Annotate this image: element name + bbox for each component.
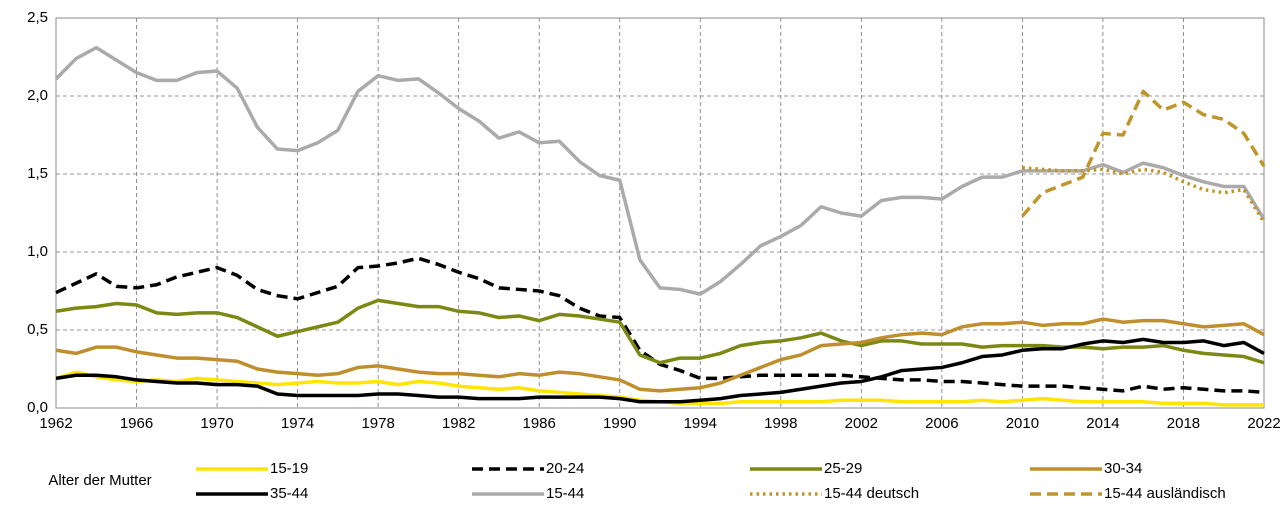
x-tick-label: 1986 xyxy=(523,415,556,432)
series-line xyxy=(55,337,1265,404)
legend-label: 15-44 deutsch xyxy=(824,485,919,502)
legend-title: Alter der Mutter xyxy=(48,472,151,489)
series-line xyxy=(1021,89,1266,218)
legend-label: 15-19 xyxy=(270,460,308,477)
y-tick-label: 1,0 xyxy=(27,243,48,260)
x-tick-label: 1966 xyxy=(120,415,153,432)
y-tick-label: 0,5 xyxy=(27,321,48,338)
y-tick-label: 0,0 xyxy=(27,399,48,416)
x-tick-label: 1978 xyxy=(361,415,394,432)
x-tick-label: 1962 xyxy=(39,415,72,432)
legend-label: 15-44 ausländisch xyxy=(1104,485,1226,502)
x-tick-label: 1970 xyxy=(200,415,233,432)
legend-label: 35-44 xyxy=(270,485,308,502)
y-tick-label: 2,0 xyxy=(27,87,48,104)
x-tick-label: 2002 xyxy=(845,415,878,432)
x-tick-label: 1998 xyxy=(764,415,797,432)
series-line xyxy=(1022,166,1266,224)
y-tick-label: 2,5 xyxy=(27,9,48,26)
legend-label: 15-44 xyxy=(546,485,584,502)
x-tick-label: 1974 xyxy=(281,415,314,432)
series-line xyxy=(55,317,1265,393)
x-tick-label: 2014 xyxy=(1086,415,1119,432)
legend-label: 30-34 xyxy=(1104,460,1142,477)
x-tick-label: 2022 xyxy=(1247,415,1280,432)
y-tick-label: 1,5 xyxy=(27,165,48,182)
x-tick-label: 2018 xyxy=(1167,415,1200,432)
series-line xyxy=(55,298,1265,365)
x-tick-label: 1982 xyxy=(442,415,475,432)
legend-label: 20-24 xyxy=(546,460,584,477)
x-tick-label: 2010 xyxy=(1006,415,1039,432)
x-tick-label: 2006 xyxy=(925,415,958,432)
x-tick-label: 1990 xyxy=(603,415,636,432)
legend-label: 25-29 xyxy=(824,460,862,477)
plot-border xyxy=(55,17,1265,409)
x-tick-label: 1994 xyxy=(684,415,717,432)
